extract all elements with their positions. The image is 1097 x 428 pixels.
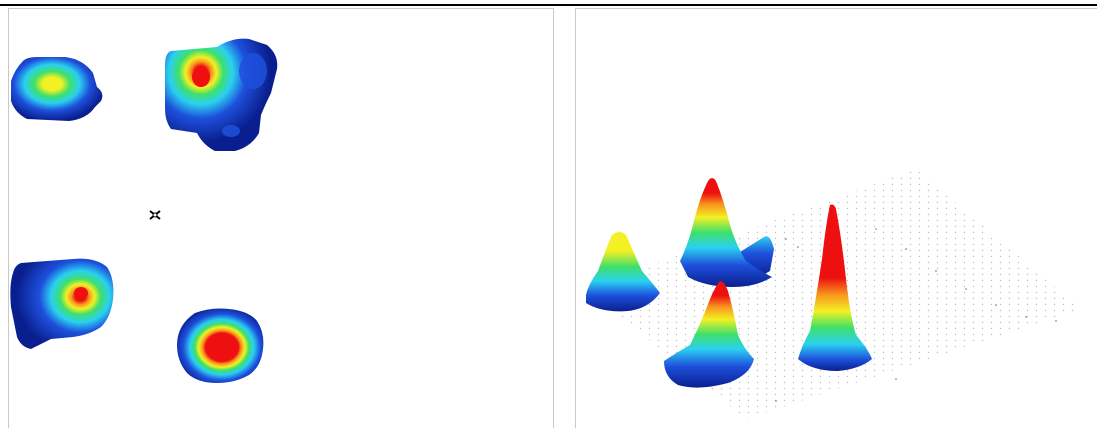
heatmap-panel: [8, 8, 554, 428]
heat-blob-top-left: [11, 57, 103, 121]
surface-peak-bottom-middle: [664, 281, 754, 388]
heat-blob-bottom-left: [10, 258, 114, 349]
surface-mesh-dots: [775, 228, 1057, 402]
surface-peak-left: [586, 232, 660, 312]
heatmap-canvas: [10, 38, 278, 383]
heat-blob-top-middle: [165, 38, 278, 151]
top-rule: [0, 4, 1097, 6]
surface-3d-panel: [575, 8, 1097, 428]
heat-inner-lobe: [222, 125, 240, 137]
heat-blob-bottom-middle: [177, 308, 264, 383]
surface-peak-right-spike: [798, 204, 872, 371]
surface-peak-top-middle: [680, 178, 774, 287]
surface-canvas: [586, 169, 1081, 419]
heat-hotspot-bottom-left: [74, 287, 88, 299]
cursor-crosshair-icon: [149, 210, 161, 220]
heat-secondary-lobe: [239, 53, 267, 89]
heat-hotspot-top-middle: [192, 67, 210, 87]
